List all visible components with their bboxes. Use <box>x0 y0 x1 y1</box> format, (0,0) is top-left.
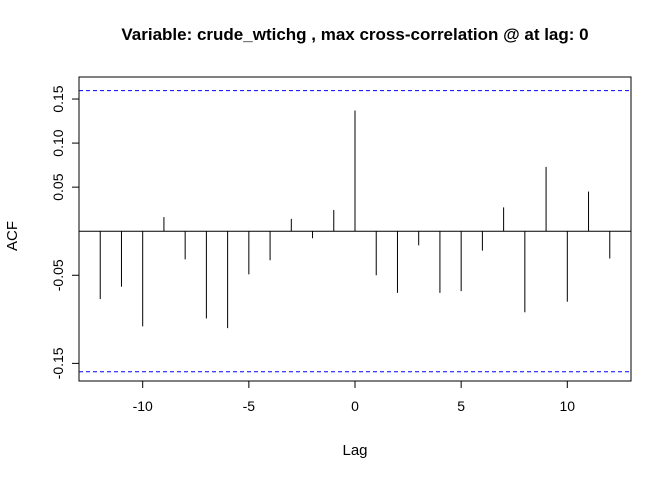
y-tick-label: -0.05 <box>50 259 66 291</box>
x-tick-label: 0 <box>351 398 359 414</box>
y-tick-label: 0.05 <box>50 173 66 200</box>
y-axis-label: ACF <box>4 221 21 251</box>
y-axis: -0.15 -0.05 0.05 0.10 0.15 <box>50 85 79 379</box>
x-tick-label: -10 <box>133 398 153 414</box>
x-tick-label: 5 <box>457 398 465 414</box>
chart-title: Variable: crude_wtichg , max cross-corre… <box>121 25 588 44</box>
x-axis: -10 -5 0 5 10 <box>133 381 576 414</box>
x-axis-label: Lag <box>342 442 367 459</box>
x-tick-label: -5 <box>243 398 256 414</box>
y-tick-label: 0.15 <box>50 85 66 112</box>
y-tick-label: 0.10 <box>50 129 66 156</box>
acf-bars <box>99 110 611 329</box>
y-tick-label: -0.15 <box>50 347 66 379</box>
x-tick-label: 10 <box>560 398 576 414</box>
